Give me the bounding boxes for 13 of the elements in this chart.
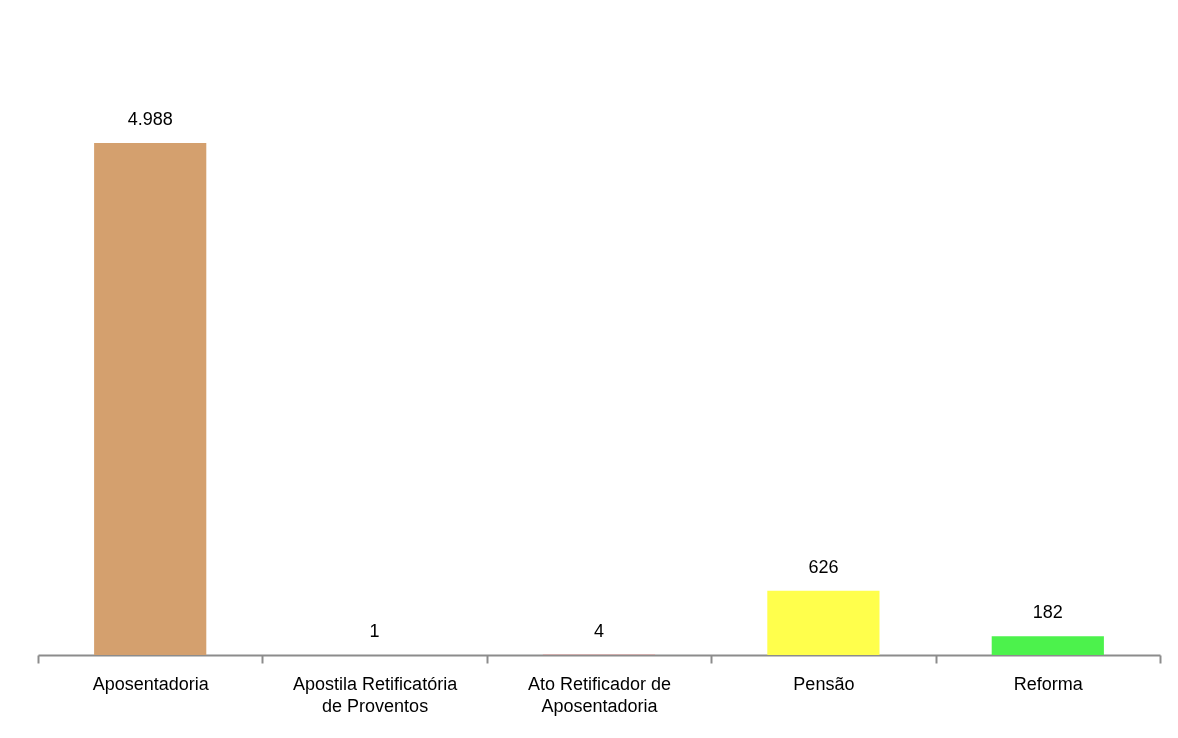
x-tick-label: Aposentadoria	[92, 673, 210, 694]
data-label: 1	[369, 620, 380, 641]
data-label: 182	[1032, 602, 1063, 623]
x-tick-label: Apostila Retificatória de Proventos	[293, 673, 459, 716]
bar	[94, 143, 207, 655]
data-label: 4	[593, 620, 605, 641]
x-tick-label: Ato Retificador de Aposentadoria	[527, 673, 672, 716]
bar	[991, 636, 1104, 655]
x-tick-label: Pensão	[793, 673, 855, 694]
data-label: 4.988	[127, 109, 173, 129]
data-label: 626	[808, 556, 839, 577]
bar	[767, 590, 880, 655]
x-tick-label: Reforma	[1013, 673, 1084, 694]
